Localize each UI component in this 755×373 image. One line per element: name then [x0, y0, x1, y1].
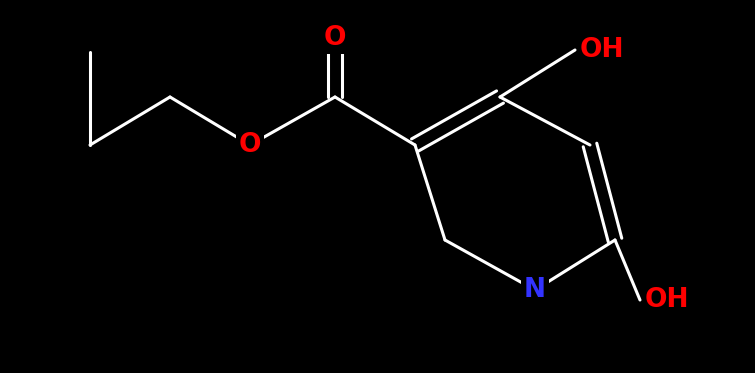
Text: OH: OH	[580, 37, 624, 63]
Text: OH: OH	[645, 287, 689, 313]
Text: N: N	[524, 277, 546, 303]
Text: O: O	[239, 132, 261, 158]
Text: O: O	[324, 25, 347, 51]
